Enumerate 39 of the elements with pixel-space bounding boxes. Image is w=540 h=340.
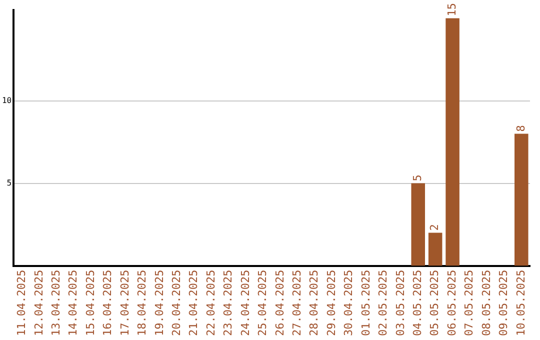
x-tick-label: 04.05.2025 <box>410 270 424 336</box>
x-tick-label: 02.05.2025 <box>376 270 390 336</box>
x-tick-label: 24.04.2025 <box>238 270 252 336</box>
x-tick-label: 27.04.2025 <box>290 270 304 336</box>
x-tick-label: 10.05.2025 <box>514 270 528 336</box>
x-tick-label: 09.05.2025 <box>497 270 510 336</box>
x-tick-label: 16.04.2025 <box>101 270 114 336</box>
x-tick-label: 06.05.2025 <box>445 270 458 336</box>
x-tick-label: 01.05.2025 <box>359 270 372 336</box>
data-label: 8 <box>514 125 528 132</box>
bar <box>446 18 460 266</box>
bar <box>411 183 426 266</box>
y-tick-label: 10 <box>2 96 12 105</box>
x-tick-label: 12.04.2025 <box>32 270 46 336</box>
x-tick-label: 08.05.2025 <box>480 270 493 336</box>
x-tick-label: 14.04.2025 <box>66 270 80 336</box>
x-tick-label: 20.04.2025 <box>170 270 184 336</box>
x-tick-label: 13.04.2025 <box>50 270 63 336</box>
x-tick-label: 29.04.2025 <box>324 270 338 336</box>
data-label: 15 <box>445 3 458 16</box>
x-tick-label: 11.04.2025 <box>15 270 28 336</box>
bar <box>514 134 528 266</box>
bar <box>428 232 442 266</box>
x-tick-label: 22.04.2025 <box>204 270 218 336</box>
x-tick-label: 26.04.2025 <box>273 270 286 336</box>
x-tick-label: 23.04.2025 <box>222 270 235 336</box>
x-tick-label: 19.04.2025 <box>152 270 166 336</box>
x-tick-label: 15.04.2025 <box>84 270 97 336</box>
x-tick-label: 03.05.2025 <box>394 270 407 336</box>
x-tick-label: 30.04.2025 <box>342 270 356 336</box>
x-tick-label: 07.05.2025 <box>462 270 476 336</box>
x-tick-label: 28.04.2025 <box>308 270 321 336</box>
x-tick-label: 21.04.2025 <box>187 270 200 336</box>
x-tick-label: 18.04.2025 <box>136 270 149 336</box>
x-tick-label: 17.04.2025 <box>118 270 132 336</box>
x-tick-label: 05.05.2025 <box>428 270 442 336</box>
data-label: 2 <box>428 224 442 231</box>
x-tick-label: 25.04.2025 <box>256 270 270 336</box>
data-label: 5 <box>410 174 424 182</box>
